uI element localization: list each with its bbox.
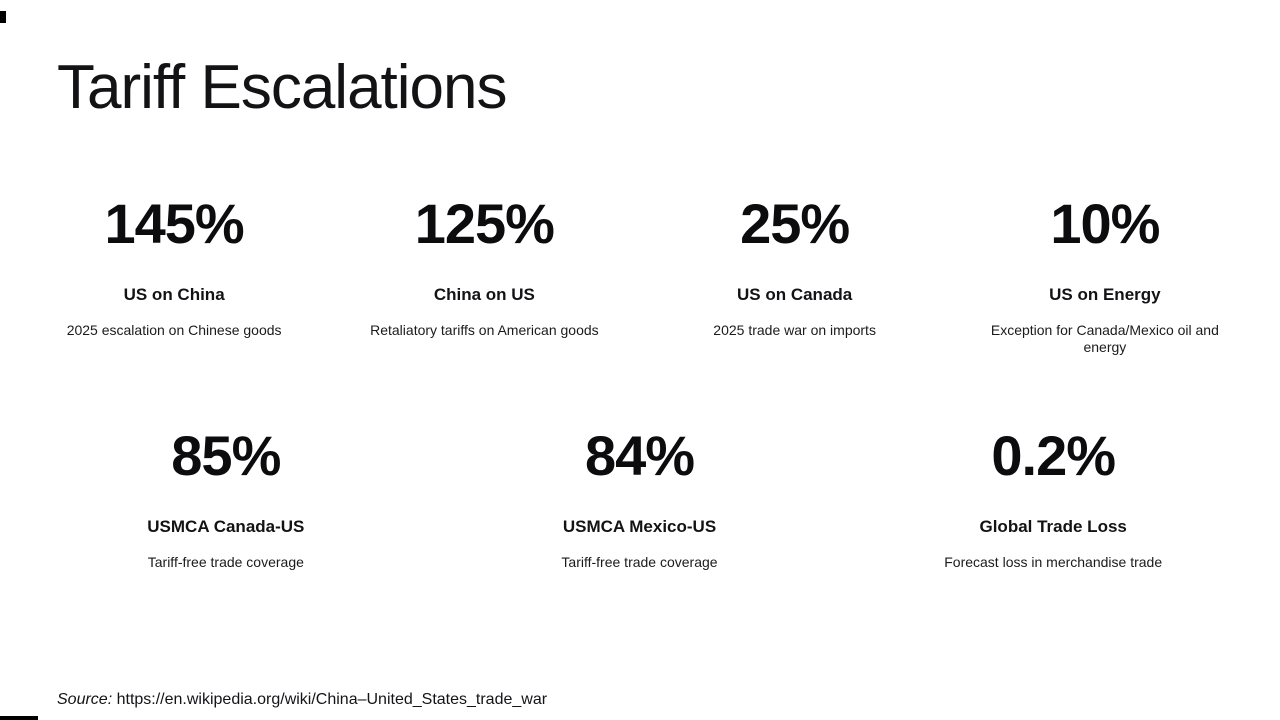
stat-value: 125% [414,192,555,255]
stat-label: USMCA Canada-US [147,516,305,536]
slide-title: Tariff Escalations [57,53,508,122]
stat-label: USMCA Mexico-US [562,516,717,536]
stat-label: US on Energy [1049,284,1161,304]
source-url: https://en.wikipedia.org/wiki/China–Unit… [116,691,548,708]
stats-row-1: 145% US on China 2025 escalation on Chin… [19,192,1260,355]
stats-row-2: 85% USMCA Canada-US Tariff-free trade co… [19,424,1260,571]
stat-card-global-trade-loss: 0.2% Global Trade Loss Forecast loss in … [846,424,1260,571]
stat-value: 145% [104,192,245,255]
stat-label: US on Canada [737,284,853,304]
stat-card-china-on-us: 125% China on US Retaliatory tariffs on … [329,192,639,355]
stat-description: Tariff-free trade coverage [561,553,718,570]
stat-value: 84% [584,424,695,487]
stat-description: 2025 escalation on Chinese goods [66,321,282,338]
stat-description: Forecast loss in merchandise trade [944,553,1163,570]
source-label: Source: [57,691,113,708]
stat-description: Exception for Canada/Mexico oil and ener… [990,321,1219,355]
stat-value: 10% [1050,192,1160,255]
stat-description: 2025 trade war on imports [713,321,876,338]
stat-value: 85% [171,424,281,487]
stat-value: 25% [740,192,850,255]
left-edge-mark-bottom [0,716,38,720]
stat-card-usmca-mexico-us: 84% USMCA Mexico-US Tariff-free trade co… [433,424,847,571]
stat-card-us-on-energy: 10% US on Energy Exception for Canada/Me… [950,192,1260,355]
stat-card-us-on-china: 145% US on China 2025 escalation on Chin… [19,192,329,355]
source-line: Source: https://en.wikipedia.org/wiki/Ch… [57,691,547,709]
stat-card-us-on-canada: 25% US on Canada 2025 trade war on impor… [640,192,950,355]
stat-value: 0.2% [991,424,1116,487]
stat-card-usmca-canada-us: 85% USMCA Canada-US Tariff-free trade co… [19,424,433,571]
stat-label: Global Trade Loss [979,516,1127,536]
stat-label: US on China [123,284,225,304]
stat-description: Retaliatory tariffs on American goods [370,321,599,338]
stat-label: China on US [433,284,535,304]
stat-description: Tariff-free trade coverage [147,553,304,570]
left-edge-mark-top [0,11,6,23]
